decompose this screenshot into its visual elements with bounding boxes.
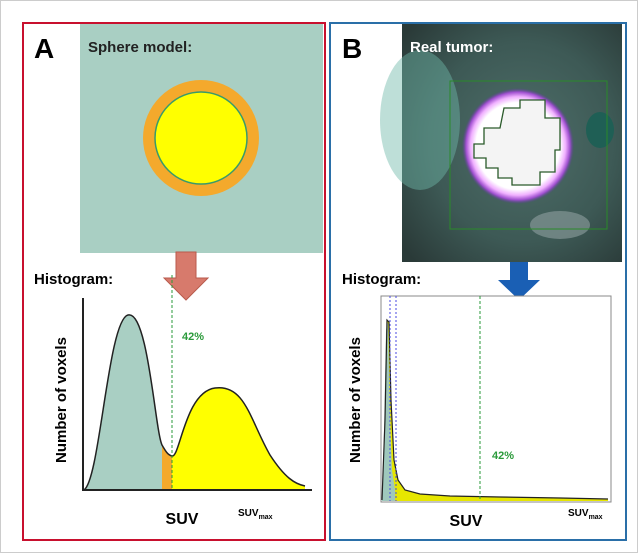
panel-title: Real tumor:	[410, 39, 493, 56]
y-axis-label: Number of voxels	[53, 337, 70, 463]
x-axis-label: SUV	[166, 511, 199, 528]
threshold-label: 42%	[492, 450, 514, 462]
histogram-frame	[381, 296, 611, 502]
histogram-title: Histogram:	[342, 271, 421, 288]
x-max-sub: max	[259, 514, 273, 521]
histogram-title: Histogram:	[34, 271, 113, 288]
x-max-sub: max	[589, 514, 603, 521]
x-axis-label: SUV	[450, 513, 483, 530]
x-max-main: SUV	[568, 508, 589, 519]
figure: A Sphere model: Histogram: 42% Number of…	[0, 0, 638, 553]
x-max-main: SUV	[238, 508, 259, 519]
panel-label: B	[342, 33, 362, 64]
y-axis-label: Number of voxels	[347, 337, 364, 463]
threshold-label: 42%	[182, 331, 204, 343]
ct-vessel	[586, 112, 614, 148]
panel-title: Sphere model:	[88, 39, 192, 56]
panel-label: A	[34, 33, 54, 64]
ct-tissue	[380, 50, 460, 190]
sphere-inner	[155, 92, 247, 184]
ct-bone	[530, 211, 590, 239]
